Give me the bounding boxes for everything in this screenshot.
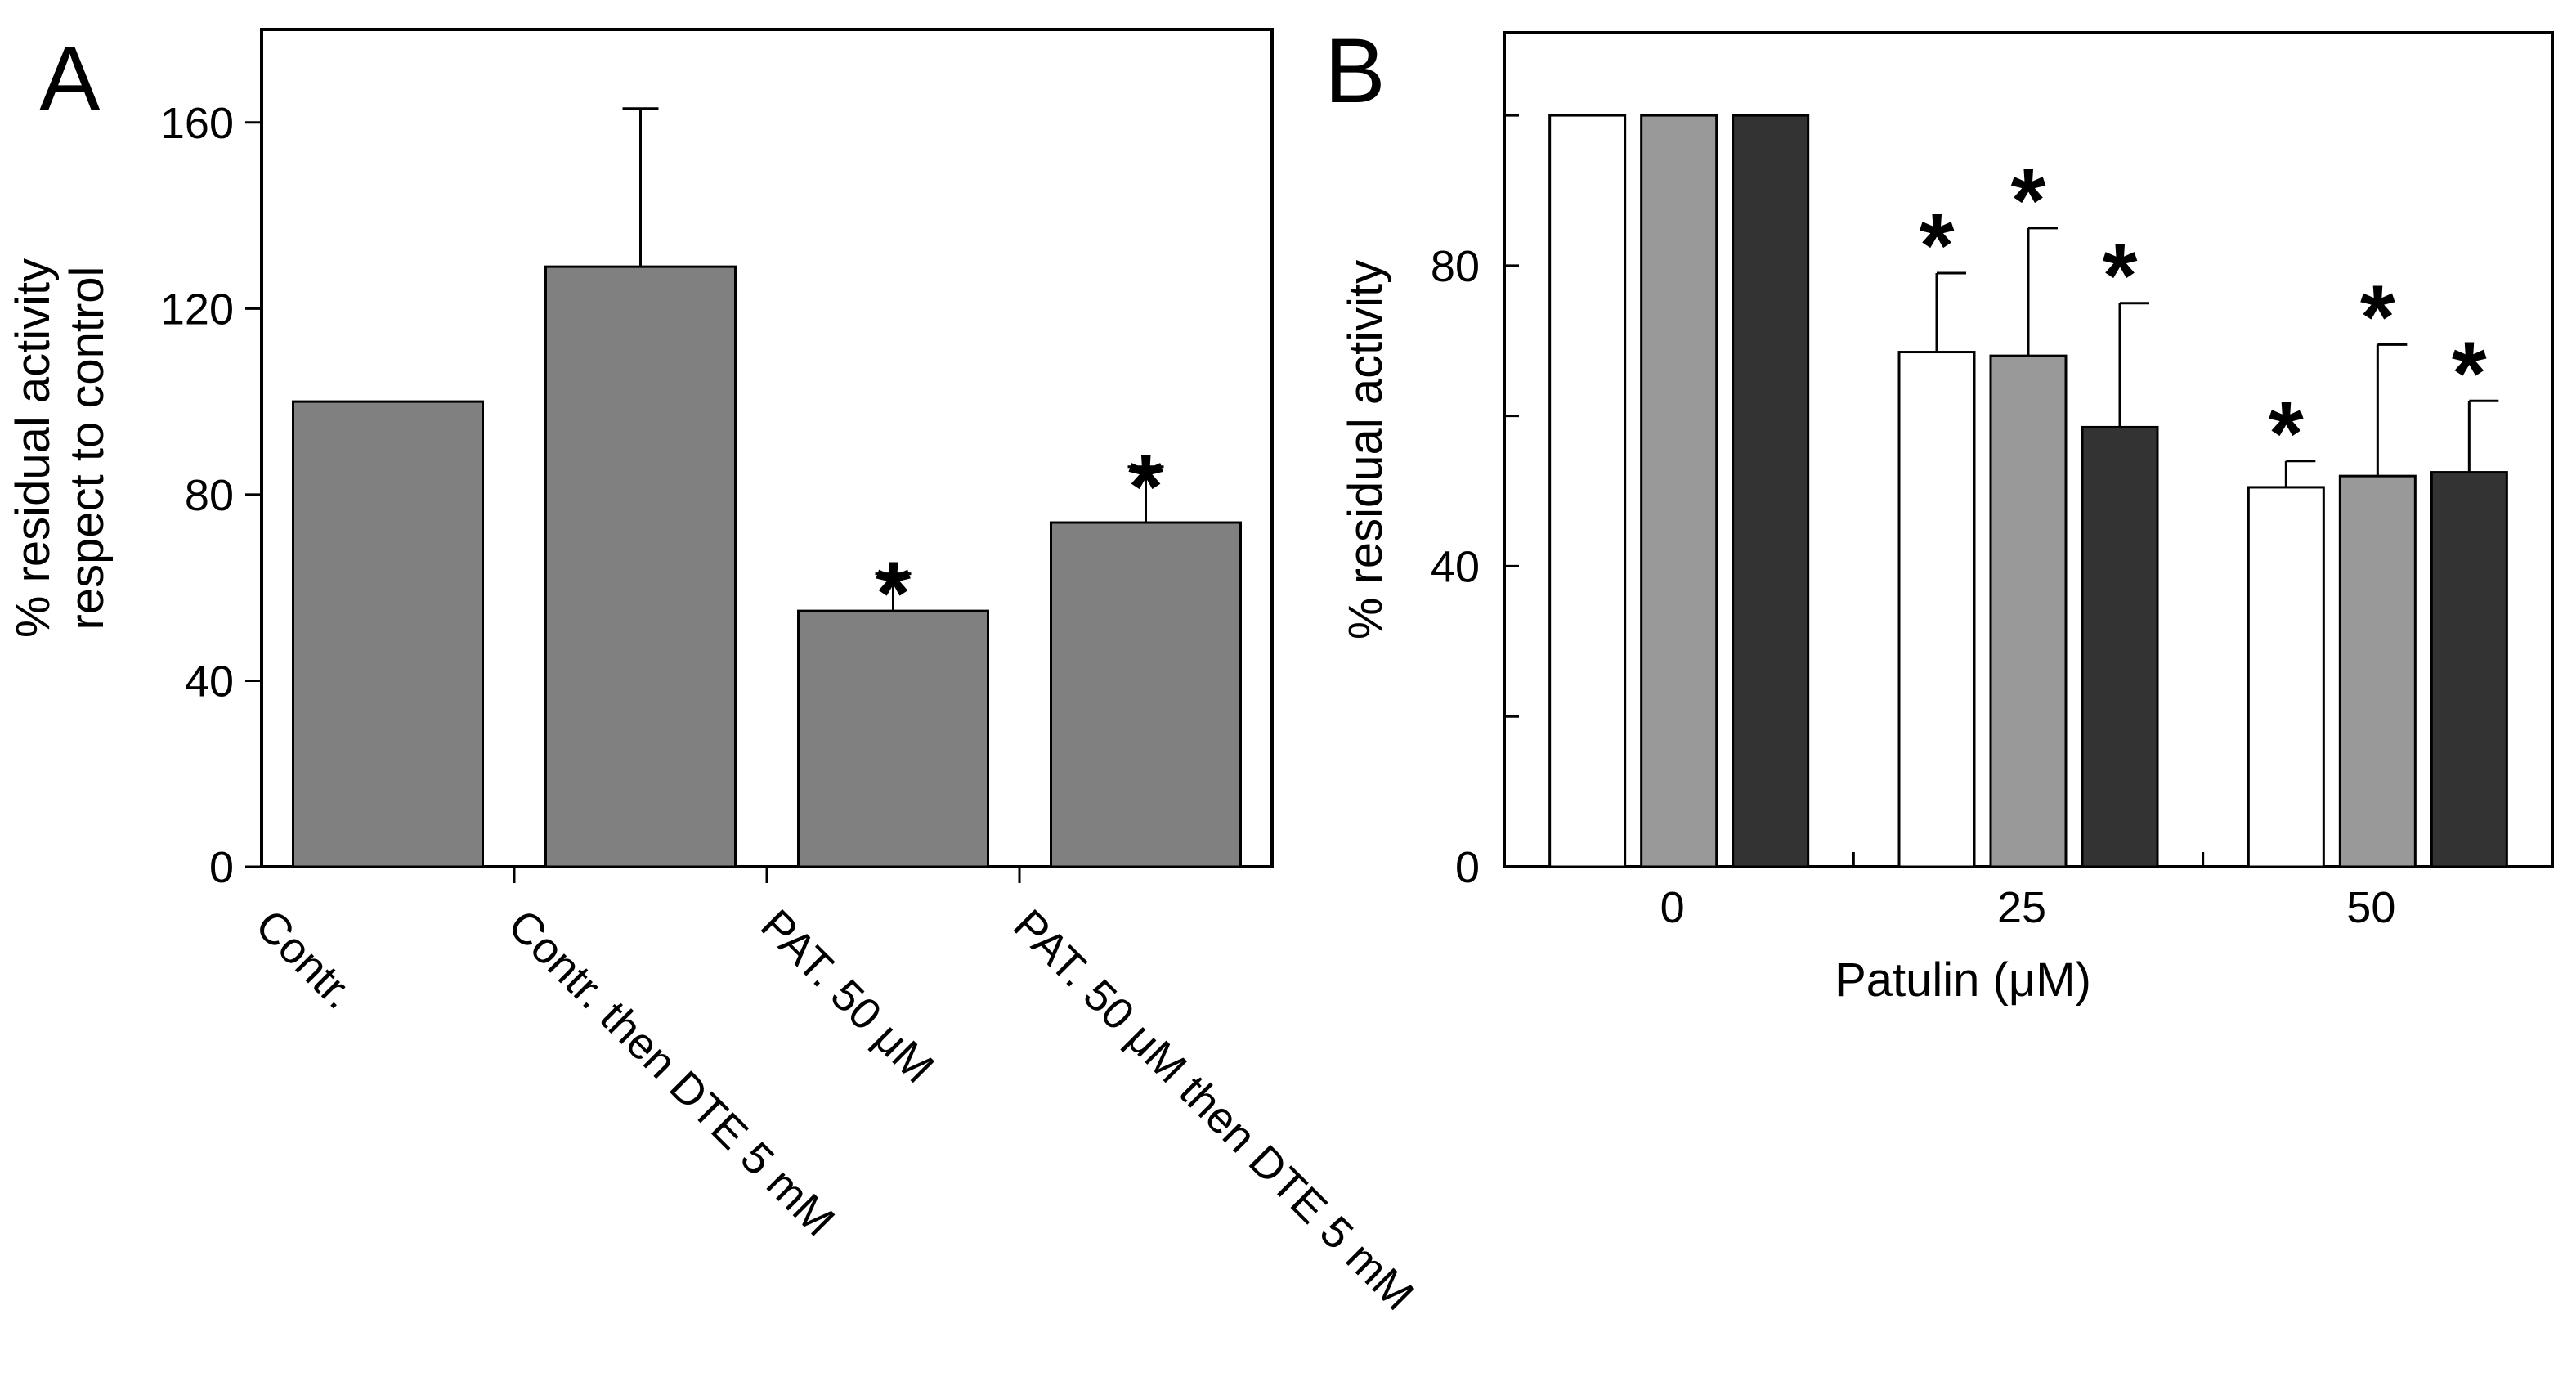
panel-a-bar [1050,521,1242,868]
panel-b-bar [2430,471,2508,868]
panel-a-ylabel-line: respect to control [60,267,114,630]
panel-b-bar [2338,474,2417,868]
panel-b-significance-star: * [2103,226,2138,326]
panel-b-significance-star: * [2452,323,2487,424]
panel-a-ytick-label: 160 [160,99,234,148]
panel-a-bar [797,609,989,868]
panel-a-bar [292,400,484,868]
panel-b-ytick-label: 0 [1455,843,1480,892]
panel-a-letter: A [39,28,101,130]
panel-b-bar [1989,354,2068,868]
panel-b-category-label: 25 [1997,883,2046,932]
panel-b-ylabel: % residual activity [1339,260,1392,639]
panel-b-category-label: 0 [1660,883,1685,932]
panel-b-bar [1732,114,1810,868]
panel-b-bar [1897,351,1976,868]
panel-a-category-label: Contr. [246,900,364,1018]
panel-b-significance-star: * [2269,384,2304,484]
panel-b-letter: B [1324,20,1386,122]
panel-a-significance-star: * [1128,437,1163,537]
panel-b-significance-star: * [2360,267,2395,367]
panel-b-bar [2081,425,2159,868]
panel-a-ytick-label: 120 [160,285,234,334]
panel-b-bar [1640,114,1718,868]
panel-b-bar [1548,114,1627,868]
panel-a-category-label: PAT. 50 μM then DTE 5 mM [1004,900,1423,1320]
panel-a-ytick-label: 80 [185,471,234,520]
panel-b-significance-star: * [1920,195,1955,296]
panel-b-category-label: 50 [2346,883,2395,932]
panel-a-ylabel: % residual activityrespect to control [7,258,114,638]
panel-a-ytick-label: 0 [209,843,234,892]
panel-b-bar [2247,486,2325,868]
panel-a-significance-star: * [876,544,911,644]
panel-a-ylabel-line: % residual activity [7,258,60,638]
panel-a-category-label: PAT. 50 μM [751,900,943,1092]
panel-b-chart: 0 40 80 0 * * * 25 * * * 50 Patulin (μM) % residual a… [1339,31,2554,1007]
panel-b-ytick-label: 80 [1431,242,1480,291]
panel-a-bar [544,265,737,868]
panel-a-ytick-label: 40 [185,657,234,706]
panel-b-ytick-label: 40 [1431,542,1480,591]
panel-b-significance-star: * [2011,150,2046,251]
panel-b-xlabel: Patulin (μM) [1835,953,2091,1007]
